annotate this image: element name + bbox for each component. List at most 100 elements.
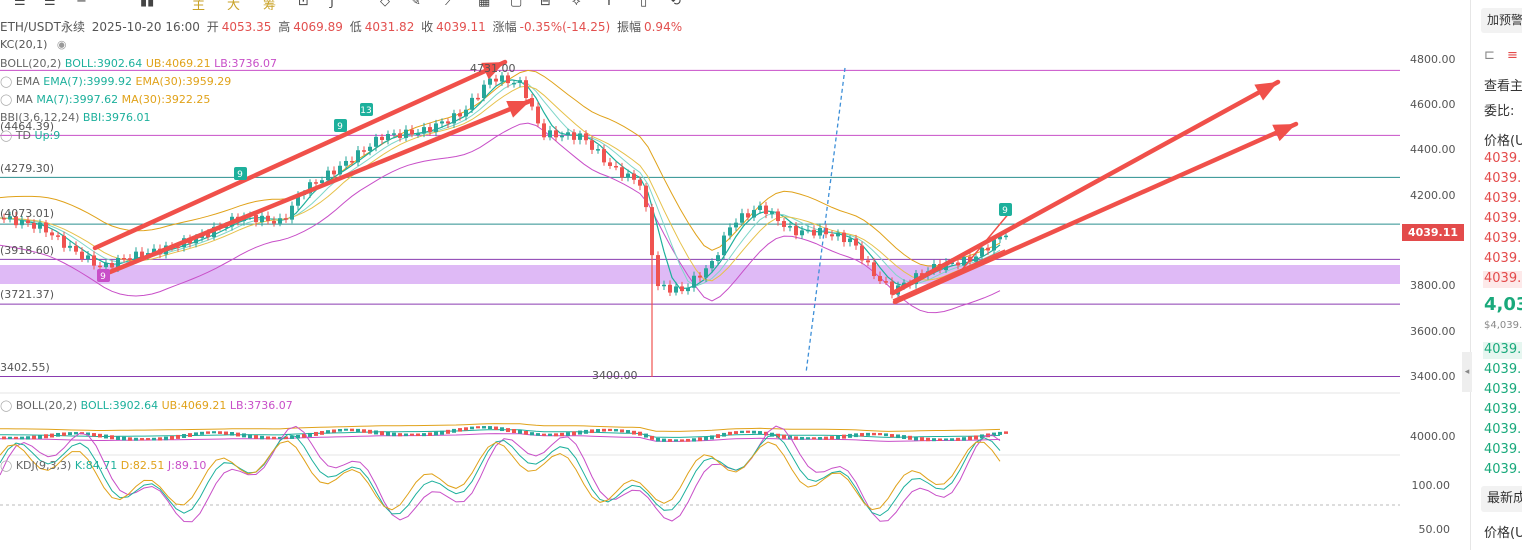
ask-price[interactable]: 4039.2 — [1484, 211, 1522, 226]
bid-price[interactable]: 4039.1 — [1484, 382, 1522, 397]
sub-candle — [332, 429, 336, 433]
sub-candle — [428, 432, 432, 436]
undo-icon[interactable]: ▯ — [640, 0, 648, 9]
ask-price[interactable]: 4039.2 — [1484, 191, 1522, 206]
pin-icon[interactable]: ◇ — [380, 0, 390, 9]
bid-price[interactable]: 4039.1 — [1484, 342, 1522, 357]
candle-icon[interactable]: ▮▮ — [140, 0, 155, 9]
sub-candle — [650, 435, 654, 440]
sub-candle — [914, 436, 918, 441]
candle-body — [398, 133, 402, 138]
redo-icon[interactable]: ⟲ — [670, 0, 681, 9]
candle-body — [38, 222, 42, 229]
kc-legend[interactable]: KC(20,1) ◉ — [0, 38, 66, 51]
sub-candle — [506, 428, 510, 433]
tag-icon[interactable]: ▢ — [510, 0, 523, 9]
ask-price[interactable]: 4039.2 — [1484, 171, 1522, 186]
magnet-icon[interactable]: Y — [605, 0, 613, 9]
td-mark-text: 9 — [1002, 206, 1008, 216]
high-value: 4069.89 — [293, 20, 343, 34]
pen-icon[interactable]: ✎ — [410, 0, 421, 9]
sub-candle — [782, 434, 786, 439]
minus-icon[interactable]: − — [76, 0, 87, 9]
sub-candle — [728, 431, 732, 436]
sub-candle — [182, 434, 186, 438]
candle-body — [104, 263, 108, 268]
kdj-legend[interactable]: ◯ KDJ(9,3,3) K:84.71 D:82.51 J:89.10 — [0, 459, 206, 472]
sub-candle — [764, 431, 768, 436]
latest-trades-button[interactable]: 最新成 — [1481, 486, 1522, 512]
candle-body — [560, 135, 564, 138]
script-icon[interactable]: ƒ — [330, 0, 335, 9]
candle-body — [8, 216, 12, 220]
bid-price[interactable]: 4039.1 — [1484, 442, 1522, 457]
sub-candle — [944, 438, 948, 441]
sub-candle — [242, 433, 246, 438]
ask-price[interactable]: 4039.2 — [1484, 231, 1522, 246]
main-chart[interactable]: 9 9 13 9 9 — [0, 0, 1470, 550]
bid-price[interactable]: 4039.1 — [1484, 362, 1522, 377]
candle-body — [524, 80, 528, 99]
sub-candle — [278, 436, 282, 439]
candle-body — [116, 258, 120, 268]
settings-icon[interactable]: ◯ — [0, 129, 13, 142]
settings-icon[interactable]: ◯ — [0, 399, 13, 412]
menu-icon[interactable]: ☰ — [44, 0, 56, 9]
ema-legend[interactable]: ◯ EMA EMA(7):3999.92 EMA(30):3959.29 — [0, 75, 231, 88]
sub-candle — [674, 439, 678, 442]
bid-depth-bar — [1483, 342, 1522, 359]
sub-candle — [500, 427, 504, 432]
bid-price[interactable]: 4039.1 — [1484, 402, 1522, 417]
collapse-handle[interactable]: ◂ — [1462, 352, 1472, 392]
fork-icon[interactable]: ⟡ — [572, 0, 581, 9]
td-name: TD — [15, 129, 32, 142]
sub-candle — [62, 432, 66, 436]
ask-price[interactable]: 4039.2 — [1484, 151, 1522, 166]
open-label: 开 — [206, 20, 219, 34]
sub-candle — [584, 429, 588, 434]
list-icon[interactable]: ☰ — [14, 0, 26, 9]
sub-boll-ub: UB:4069.21 — [161, 399, 227, 412]
bid-price[interactable]: 4039.1 — [1484, 462, 1522, 477]
candle-body — [584, 133, 588, 141]
td-legend[interactable]: ◯ TD Up:9 — [0, 129, 60, 142]
sub-boll-value: BOLL:3902.64 — [80, 399, 159, 412]
sub-candle — [686, 438, 690, 442]
sub-candle — [812, 437, 816, 440]
chou-label[interactable]: 筹 — [263, 0, 277, 10]
boll-legend[interactable]: BOLL(20,2) BOLL:3902.64 UB:4069.21 LB:37… — [0, 57, 277, 70]
indicator-icon[interactable]: ⊡ — [298, 0, 309, 9]
sub-boll-lb: LB:3736.07 — [229, 399, 293, 412]
candle-body — [284, 218, 288, 220]
ask-price[interactable]: 4039.2 — [1484, 251, 1522, 266]
ma-legend[interactable]: ◯ MA MA(7):3997.62 MA(30):3922.25 — [0, 93, 210, 106]
kc-name: KC(20,1) — [0, 38, 48, 51]
sub-candle — [476, 426, 480, 429]
sub-boll-legend[interactable]: ◯ BOLL(20,2) BOLL:3902.64 UB:4069.21 LB:… — [0, 399, 293, 412]
candle-body — [296, 194, 300, 206]
candle-body — [488, 78, 492, 85]
tool-icon[interactable]: ⊟ — [540, 0, 551, 9]
candle-body — [308, 182, 312, 194]
td-mark-badge — [234, 167, 247, 180]
trend-arrow-line — [892, 121, 1299, 305]
ask-price[interactable]: 4039.1 — [1484, 271, 1522, 286]
da-label[interactable]: 大 — [227, 0, 241, 10]
bid-price[interactable]: 4039.1 — [1484, 422, 1522, 437]
view-main-label[interactable]: 查看主 — [1484, 79, 1522, 94]
layout-icon-2[interactable]: ≡ — [1507, 48, 1518, 63]
bbi-legend[interactable]: BBI(3,6,12,24) BBI:3976.01 — [0, 111, 150, 124]
sub-candle — [296, 434, 300, 439]
sub-candle — [950, 438, 954, 441]
settings-icon[interactable]: ◯ — [0, 459, 13, 472]
candle-body — [554, 130, 558, 138]
layout-icon[interactable]: ⊏ — [1484, 48, 1495, 63]
zhu-label[interactable]: 主 — [192, 0, 206, 10]
settings-icon[interactable]: ◯ — [0, 93, 13, 106]
eye-icon[interactable]: ◉ — [56, 38, 67, 51]
settings-icon[interactable]: ◯ — [0, 75, 13, 88]
calc-icon[interactable]: ▦ — [478, 0, 491, 9]
td-mark-text: 9 — [337, 122, 343, 132]
ruler-icon[interactable]: ⟋ — [445, 0, 455, 9]
add-alert-button[interactable]: 加预警 — [1481, 8, 1522, 33]
